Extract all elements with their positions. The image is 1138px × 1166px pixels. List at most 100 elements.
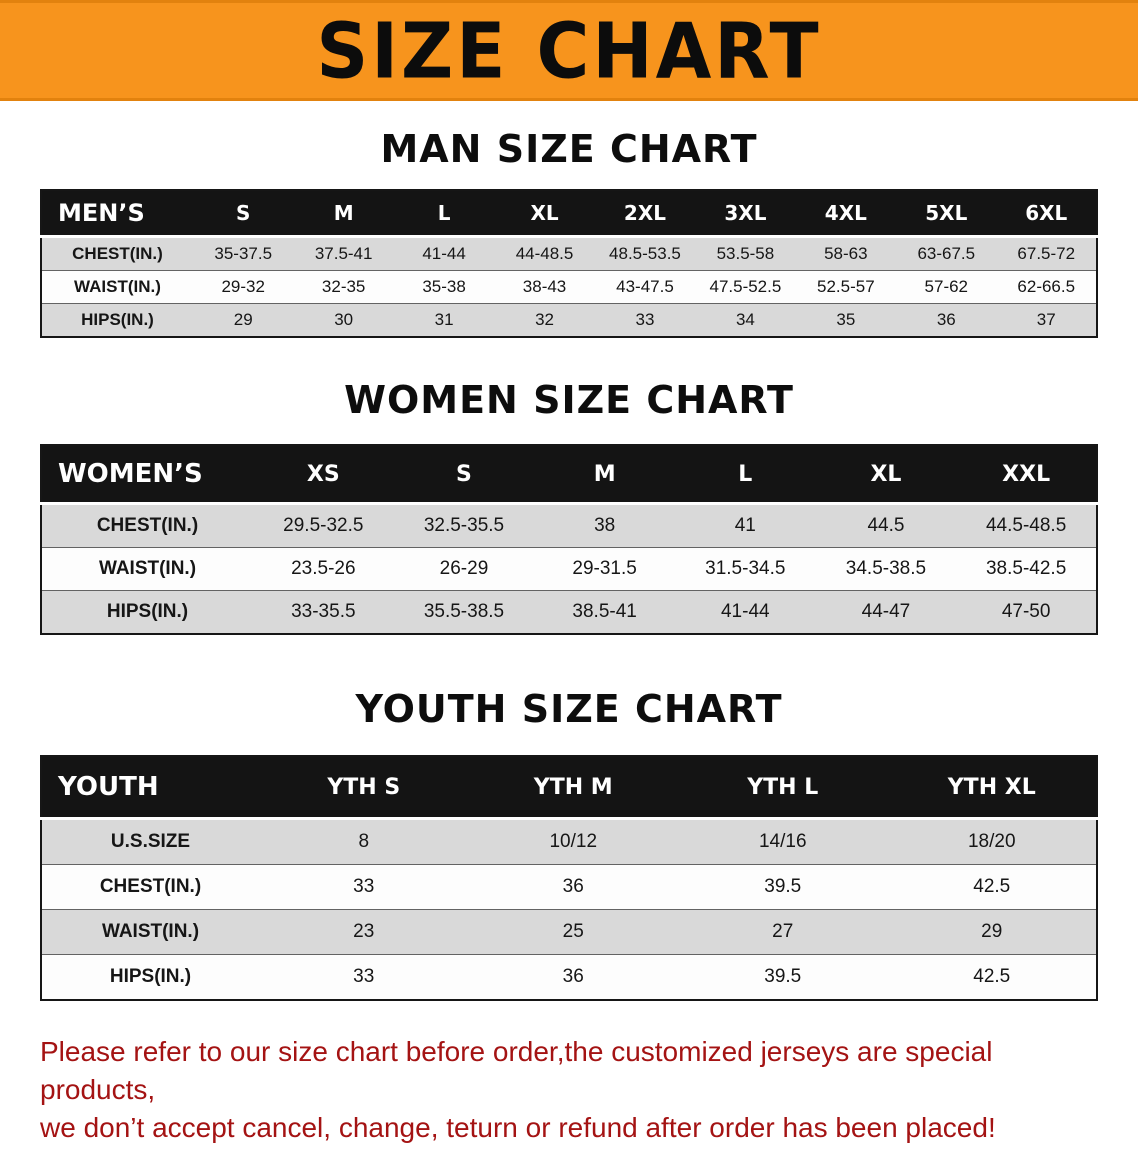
- table-title-cell: MEN’S: [41, 190, 193, 238]
- value-cell: 44-47: [861, 601, 911, 622]
- value-cell: 39.5: [764, 876, 802, 897]
- header-row: WOMEN’S XS S M L XL XXL: [41, 445, 1097, 505]
- measurement-row: U.S.SIZE 8 10/12 14/16 18/20: [41, 818, 1097, 865]
- value-cell: 36: [562, 876, 584, 897]
- value-cell: 63-67.5: [917, 244, 976, 263]
- value-cell: 32-35: [321, 277, 366, 296]
- size-header-cell: L: [393, 190, 495, 238]
- men-size-table: MEN’S S M L XL 2XL 3XL 4XL 5XL 6XL CHEST(IN.) 35-37…: [40, 189, 1098, 338]
- measurement-row: CHEST(IN.) 29.5-32.5 32.5-35.5 38 41 44.5 44.5…: [41, 503, 1097, 548]
- value-cell: 23.5-26: [291, 558, 356, 579]
- value-cell: 67.5-72: [1017, 244, 1076, 263]
- value-cell: 38.5-41: [572, 601, 637, 622]
- row-label-cell: WAIST(IN.): [101, 921, 200, 942]
- value-cell: 33: [353, 966, 375, 987]
- size-header-cell: 4XL: [795, 190, 897, 238]
- size-header-cell: M: [534, 445, 675, 505]
- size-header-cell: L: [674, 445, 816, 505]
- value-cell: 34: [735, 310, 755, 329]
- size-header-cell: YTH L: [678, 756, 888, 820]
- size-chart-banner: SIZE CHART: [0, 0, 1138, 101]
- disclaimer-text: Please refer to our size chart before or…: [40, 1033, 1100, 1146]
- value-cell: 14/16: [758, 831, 807, 852]
- row-label-cell: CHEST(IN.): [72, 244, 163, 263]
- value-cell: 29: [233, 310, 253, 329]
- value-cell: 34.5-38.5: [845, 558, 927, 579]
- value-cell: 58-63: [824, 244, 868, 263]
- value-cell: 10/12: [549, 831, 598, 852]
- row-label-cell: WAIST(IN.): [74, 277, 161, 296]
- disclaimer-line-2: we don’t accept cancel, change, teturn o…: [40, 1111, 996, 1143]
- value-cell: 36: [936, 310, 956, 329]
- size-header-cell: M: [293, 190, 394, 238]
- value-cell: 47-50: [1001, 601, 1051, 622]
- value-cell: 29.5-32.5: [283, 515, 364, 536]
- value-cell: 35: [836, 310, 856, 329]
- size-chart-title: SIZE CHART: [316, 5, 822, 96]
- row-label-cell: CHEST(IN.): [96, 515, 199, 536]
- header-row: YOUTH YTH S YTH M YTH L YTH XL: [41, 756, 1097, 820]
- value-cell: 30: [334, 310, 354, 329]
- value-cell: 38-43: [522, 277, 567, 296]
- measurement-row: WAIST(IN.) 29-32 32-35 35-38 38-43 43-47.5 47.…: [41, 270, 1097, 304]
- size-header-cell: YTH S: [259, 756, 469, 820]
- value-cell: 41-44: [422, 244, 466, 263]
- youth-size-table: YOUTH YTH S YTH M YTH L YTH XL U.S.SIZE 8 10/12…: [40, 755, 1098, 1001]
- row-label-cell: HIPS(IN.): [106, 601, 189, 622]
- table-title-cell: WOMEN’S: [41, 445, 253, 505]
- row-label-cell: U.S.SIZE: [110, 831, 191, 852]
- value-cell: 41-44: [720, 601, 770, 622]
- measurement-row: CHEST(IN.) 33 36 39.5 42.5: [41, 864, 1097, 910]
- value-cell: 31.5-34.5: [705, 558, 786, 579]
- measurement-row: WAIST(IN.) 23.5-26 26-29 29-31.5 31.5-34.5 34…: [41, 547, 1097, 591]
- size-header-cell: 6XL: [996, 190, 1097, 238]
- value-cell: 27: [772, 921, 794, 942]
- measurement-row: HIPS(IN.) 33-35.5 35.5-38.5 38.5-41 41-44 44-…: [41, 590, 1097, 634]
- value-cell: 44-48.5: [515, 244, 574, 263]
- measurement-row: HIPS(IN.) 29 30 31 32 33 34 35 36 37: [41, 303, 1097, 337]
- size-header-cell: 3XL: [695, 190, 796, 238]
- value-cell: 53.5-58: [716, 244, 775, 263]
- value-cell: 35.5-38.5: [423, 601, 505, 622]
- row-label-cell: CHEST(IN.): [99, 876, 202, 897]
- size-header-cell: S: [193, 190, 294, 238]
- value-cell: 36: [562, 966, 584, 987]
- value-cell: 32.5-35.5: [423, 515, 505, 536]
- value-cell: 29: [981, 921, 1003, 942]
- size-header-cell: 5XL: [896, 190, 997, 238]
- measurement-row: WAIST(IN.) 23 25 27 29: [41, 909, 1097, 955]
- size-header-cell: XL: [494, 190, 595, 238]
- disclaimer-line-1: Please refer to our size chart before or…: [40, 1036, 993, 1105]
- value-cell: 35-38: [422, 277, 466, 296]
- size-header-cell: YTH XL: [887, 756, 1097, 820]
- value-cell: 57-62: [924, 277, 969, 296]
- size-header-cell: XL: [815, 445, 957, 505]
- row-label-cell: HIPS(IN.): [81, 310, 154, 329]
- value-cell: 42.5: [973, 966, 1011, 987]
- value-cell: 47.5-52.5: [709, 277, 782, 296]
- value-cell: 44.5: [867, 515, 905, 536]
- value-cell: 33-35.5: [291, 601, 356, 622]
- row-label-cell: WAIST(IN.): [98, 558, 197, 579]
- value-cell: 25: [562, 921, 584, 942]
- value-cell: 18/20: [967, 831, 1016, 852]
- value-cell: 26-29: [439, 558, 489, 579]
- value-cell: 29-32: [221, 277, 265, 296]
- youth-size-chart-heading: YOUTH SIZE CHART: [355, 687, 783, 731]
- size-header-cell: YTH M: [468, 756, 678, 820]
- value-cell: 29-31.5: [572, 558, 637, 579]
- value-cell: 23: [353, 921, 375, 942]
- value-cell: 41: [734, 515, 756, 536]
- row-label-cell: HIPS(IN.): [109, 966, 192, 987]
- size-header-cell: XS: [253, 445, 394, 505]
- women-size-table: WOMEN’S XS S M L XL XXL CHEST(IN.) 29.5-32.5 32.5…: [40, 444, 1098, 635]
- value-cell: 33: [635, 310, 655, 329]
- measurement-row: CHEST(IN.) 35-37.5 37.5-41 41-44 44-48.5 48.5…: [41, 236, 1097, 271]
- value-cell: 48.5-53.5: [609, 244, 681, 263]
- value-cell: 38: [594, 515, 616, 536]
- value-cell: 8: [358, 831, 370, 852]
- value-cell: 31: [434, 310, 454, 329]
- header-row: MEN’S S M L XL 2XL 3XL 4XL 5XL 6XL: [41, 190, 1097, 238]
- value-cell: 33: [353, 876, 375, 897]
